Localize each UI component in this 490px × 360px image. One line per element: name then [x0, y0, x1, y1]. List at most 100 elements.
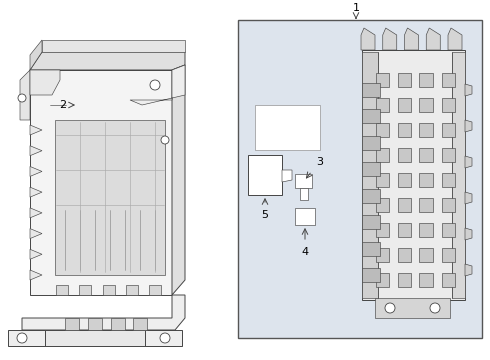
Circle shape: [18, 94, 26, 102]
Polygon shape: [295, 174, 312, 188]
Polygon shape: [362, 162, 380, 176]
Polygon shape: [375, 73, 389, 87]
Polygon shape: [300, 188, 308, 200]
Polygon shape: [397, 98, 411, 112]
Polygon shape: [65, 318, 79, 330]
Polygon shape: [255, 105, 320, 150]
Polygon shape: [133, 318, 147, 330]
Polygon shape: [42, 40, 185, 52]
Polygon shape: [419, 273, 433, 287]
Polygon shape: [362, 52, 378, 298]
Polygon shape: [172, 65, 185, 295]
Polygon shape: [465, 84, 472, 96]
Text: 1: 1: [352, 3, 360, 13]
Polygon shape: [362, 189, 380, 203]
Polygon shape: [362, 50, 465, 300]
Polygon shape: [79, 285, 91, 295]
Polygon shape: [397, 123, 411, 137]
Polygon shape: [111, 318, 125, 330]
Polygon shape: [88, 318, 102, 330]
Polygon shape: [248, 155, 282, 195]
Polygon shape: [397, 248, 411, 262]
Polygon shape: [441, 148, 455, 162]
Polygon shape: [362, 109, 380, 123]
Polygon shape: [30, 166, 42, 176]
Polygon shape: [397, 148, 411, 162]
Polygon shape: [30, 187, 42, 197]
Polygon shape: [419, 223, 433, 237]
Polygon shape: [30, 70, 60, 95]
Polygon shape: [130, 65, 185, 105]
Polygon shape: [375, 173, 389, 187]
Polygon shape: [375, 223, 389, 237]
Polygon shape: [419, 73, 433, 87]
Polygon shape: [8, 330, 45, 346]
Polygon shape: [441, 248, 455, 262]
Polygon shape: [375, 298, 450, 318]
Polygon shape: [56, 285, 68, 295]
Polygon shape: [441, 123, 455, 137]
Polygon shape: [465, 192, 472, 204]
Polygon shape: [397, 73, 411, 87]
Polygon shape: [419, 248, 433, 262]
Polygon shape: [441, 173, 455, 187]
Polygon shape: [361, 28, 375, 50]
Polygon shape: [465, 264, 472, 276]
Polygon shape: [30, 270, 42, 280]
Polygon shape: [426, 28, 440, 50]
Polygon shape: [375, 273, 389, 287]
Polygon shape: [397, 198, 411, 212]
Polygon shape: [30, 249, 42, 259]
Polygon shape: [465, 228, 472, 240]
Polygon shape: [30, 146, 42, 156]
Polygon shape: [20, 70, 30, 120]
Polygon shape: [126, 285, 138, 295]
Polygon shape: [22, 295, 185, 330]
Polygon shape: [375, 123, 389, 137]
Polygon shape: [30, 40, 42, 70]
Polygon shape: [448, 28, 462, 50]
Polygon shape: [419, 173, 433, 187]
Polygon shape: [375, 98, 389, 112]
Polygon shape: [419, 148, 433, 162]
Circle shape: [160, 333, 170, 343]
Text: 5: 5: [262, 210, 269, 220]
Circle shape: [150, 80, 160, 90]
Text: 2: 2: [59, 100, 66, 110]
Polygon shape: [55, 120, 165, 275]
Polygon shape: [22, 330, 175, 346]
Polygon shape: [419, 123, 433, 137]
Polygon shape: [362, 136, 380, 150]
Polygon shape: [397, 273, 411, 287]
Polygon shape: [441, 198, 455, 212]
Polygon shape: [295, 208, 315, 225]
Polygon shape: [102, 285, 115, 295]
Polygon shape: [419, 98, 433, 112]
Polygon shape: [30, 229, 42, 239]
Circle shape: [430, 303, 440, 313]
Polygon shape: [362, 215, 380, 229]
Polygon shape: [419, 198, 433, 212]
Polygon shape: [375, 248, 389, 262]
Text: 3: 3: [316, 157, 323, 167]
Polygon shape: [30, 208, 42, 218]
Polygon shape: [441, 273, 455, 287]
Polygon shape: [397, 173, 411, 187]
Circle shape: [17, 333, 27, 343]
Polygon shape: [397, 223, 411, 237]
Polygon shape: [441, 73, 455, 87]
Polygon shape: [30, 125, 42, 135]
Polygon shape: [362, 242, 380, 256]
Polygon shape: [30, 70, 172, 295]
Polygon shape: [30, 52, 185, 70]
Polygon shape: [362, 83, 380, 97]
Polygon shape: [145, 330, 182, 346]
Polygon shape: [149, 285, 161, 295]
Circle shape: [161, 136, 169, 144]
Polygon shape: [465, 156, 472, 168]
Polygon shape: [383, 28, 397, 50]
Polygon shape: [375, 198, 389, 212]
Polygon shape: [405, 28, 418, 50]
Polygon shape: [362, 268, 380, 282]
Bar: [238, 20, 482, 338]
